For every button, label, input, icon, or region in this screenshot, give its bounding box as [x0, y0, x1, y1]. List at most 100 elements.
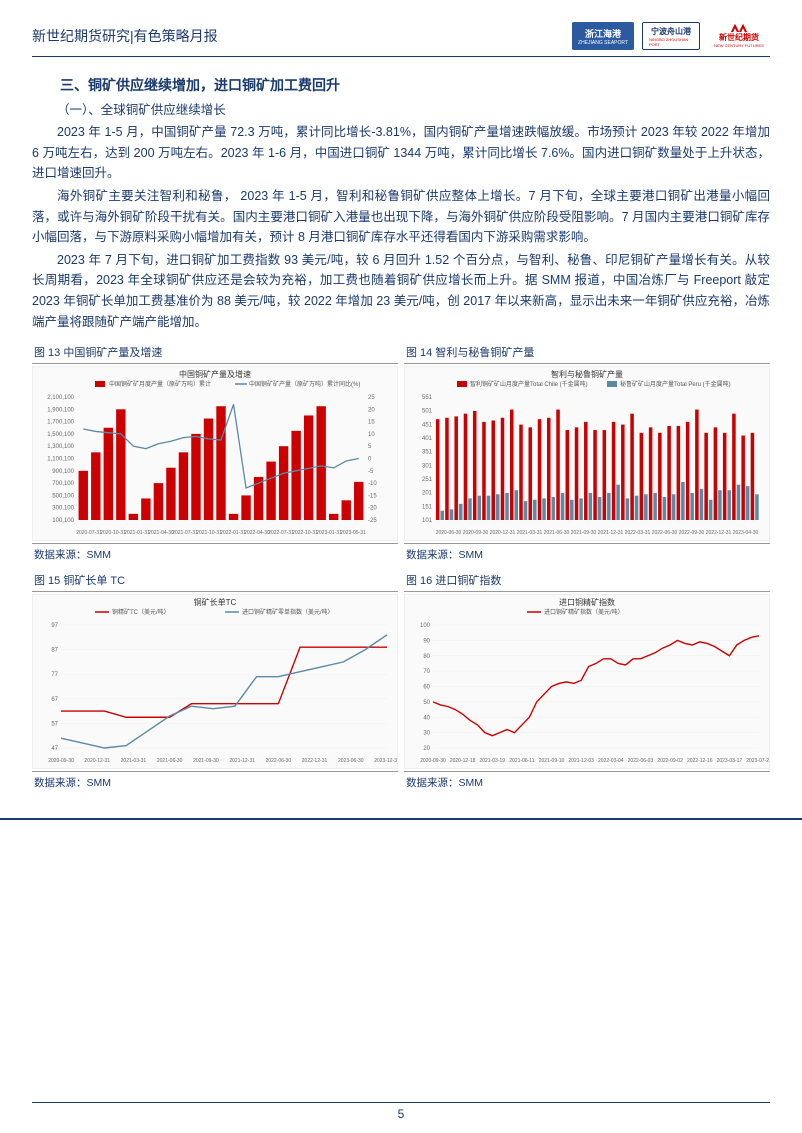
svg-text:2022-12-31: 2022-12-31: [302, 758, 328, 764]
svg-text:2021-12-31: 2021-12-31: [229, 758, 255, 764]
svg-text:47: 47: [51, 746, 58, 752]
svg-text:进口铜精矿指数: 进口铜精矿指数: [559, 597, 615, 607]
svg-text:20: 20: [368, 408, 375, 414]
svg-text:2020-10-31: 2020-10-31: [100, 530, 126, 536]
svg-text:进口铜矿精矿零单指数（美元/吨）: 进口铜矿精矿零单指数（美元/吨）: [242, 608, 334, 616]
svg-text:40: 40: [423, 716, 430, 722]
svg-text:5: 5: [368, 444, 372, 450]
svg-text:501: 501: [422, 409, 433, 415]
svg-text:2020-09-30: 2020-09-30: [463, 530, 489, 536]
svg-text:60: 60: [423, 685, 430, 691]
svg-text:2021-07-31: 2021-07-31: [172, 530, 198, 536]
paragraph-3: 2023 年 7 月下旬，进口铜矿加工费指数 93 美元/吨，较 6 月回升 1…: [32, 250, 770, 333]
svg-text:1,300,100: 1,300,100: [47, 444, 74, 450]
svg-text:2020-12-18: 2020-12-18: [450, 758, 476, 764]
paragraph-1: 2023 年 1-5 月，中国铜矿产量 72.3 万吨，累计同比增长-3.81%…: [32, 122, 770, 184]
svg-text:87: 87: [51, 648, 58, 654]
footer-line: [32, 1102, 770, 1104]
svg-text:80: 80: [423, 654, 430, 660]
svg-text:中国铜矿产量及增速: 中国铜矿产量及增速: [179, 369, 251, 379]
svg-text:-15: -15: [368, 494, 377, 500]
svg-text:2020-12-31: 2020-12-31: [84, 758, 110, 764]
svg-text:100,100: 100,100: [52, 518, 74, 524]
svg-text:2020-09-30: 2020-09-30: [48, 758, 74, 764]
svg-text:25: 25: [368, 395, 375, 401]
svg-text:30: 30: [423, 731, 430, 737]
subsection-title: （一）、全球铜矿供应继续增长: [32, 99, 770, 118]
svg-text:2020-07-31: 2020-07-31: [76, 530, 102, 536]
svg-text:-10: -10: [368, 481, 377, 487]
svg-text:100: 100: [420, 623, 431, 629]
svg-text:智利与秘鲁铜矿产量: 智利与秘鲁铜矿产量: [551, 369, 623, 379]
svg-text:2021-06-30: 2021-06-30: [157, 758, 183, 764]
svg-text:-20: -20: [368, 506, 377, 512]
svg-text:20: 20: [423, 746, 430, 752]
svg-text:2021-09-30: 2021-09-30: [193, 758, 219, 764]
svg-text:2022-03-31: 2022-03-31: [625, 530, 651, 536]
svg-text:2022-10-31: 2022-10-31: [292, 530, 318, 536]
svg-text:2021-03-19: 2021-03-19: [479, 758, 505, 764]
page-number: 5: [0, 1107, 802, 1121]
svg-text:2022-06-03: 2022-06-03: [628, 758, 654, 764]
svg-text:2023-03-17: 2023-03-17: [717, 758, 743, 764]
svg-text:铜矿长单TC: 铜矿长单TC: [194, 597, 237, 607]
svg-text:1,700,100: 1,700,100: [47, 420, 74, 426]
svg-text:1,500,100: 1,500,100: [47, 432, 74, 438]
svg-text:67: 67: [51, 697, 58, 703]
chart-13: 图 13 中国铜矿产量及增速 中国铜矿产量及增速中国铜矿矿月度产量（原矿万吨）累…: [32, 342, 398, 568]
chart-16: 图 16 进口铜矿指数 进口铜精矿指数进口铜矿精矿指数（美元/吨）2030405…: [404, 570, 770, 796]
logo-newcentury: 新世纪期货 NEW CENTURY FUTURES: [708, 22, 770, 50]
svg-text:2023-01-31: 2023-01-31: [316, 530, 342, 536]
svg-text:2022-06-30: 2022-06-30: [266, 758, 292, 764]
svg-text:-25: -25: [368, 518, 377, 524]
svg-text:551: 551: [422, 395, 433, 401]
svg-text:2022-04-30: 2022-04-30: [244, 530, 270, 536]
svg-text:2021-06-30: 2021-06-30: [544, 530, 570, 536]
svg-text:700,100: 700,100: [52, 481, 74, 487]
svg-text:2022-12-16: 2022-12-16: [687, 758, 713, 764]
svg-text:进口铜矿精矿指数（美元/吨）: 进口铜矿精矿指数（美元/吨）: [544, 608, 624, 616]
svg-text:-5: -5: [368, 469, 374, 475]
svg-text:900,100: 900,100: [52, 469, 74, 475]
svg-text:铜精矿TC（美元/吨）: 铜精矿TC（美元/吨）: [112, 608, 170, 616]
svg-text:秘鲁矿矿山月度产量Total Peru (千金属吨): 秘鲁矿矿山月度产量Total Peru (千金属吨): [620, 380, 731, 388]
svg-text:2021-03-31: 2021-03-31: [517, 530, 543, 536]
svg-text:2022-12-31: 2022-12-31: [706, 530, 732, 536]
svg-text:0: 0: [368, 457, 372, 463]
svg-text:451: 451: [422, 423, 433, 429]
svg-text:2020-09-30: 2020-09-30: [420, 758, 446, 764]
svg-text:2022-01-31: 2022-01-31: [220, 530, 246, 536]
svg-text:2021-04-30: 2021-04-30: [148, 530, 174, 536]
svg-text:2021-10-31: 2021-10-31: [196, 530, 222, 536]
header-title: 新世纪期货研究|有色策略月报: [32, 26, 218, 46]
svg-text:15: 15: [368, 420, 375, 426]
svg-text:50: 50: [423, 700, 430, 706]
logo-group: 浙江海港 ZHEJIANG SEAPORT 宁波舟山港 NINGBO ZHOUS…: [572, 22, 770, 50]
svg-text:2021-09-30: 2021-09-30: [571, 530, 597, 536]
svg-text:2022-03-04: 2022-03-04: [598, 758, 624, 764]
svg-text:2021-12-31: 2021-12-31: [598, 530, 624, 536]
svg-text:2020-12-31: 2020-12-31: [490, 530, 516, 536]
svg-text:500,100: 500,100: [52, 494, 74, 500]
svg-text:2022-09-30: 2022-09-30: [679, 530, 705, 536]
svg-text:2022-09-02: 2022-09-02: [657, 758, 683, 764]
logo-ningbo: 宁波舟山港 NINGBO ZHOUSHAN PORT: [642, 22, 700, 50]
svg-text:2023-06-30: 2023-06-30: [338, 758, 364, 764]
svg-text:2022-07-31: 2022-07-31: [268, 530, 294, 536]
svg-text:2020-06-30: 2020-06-30: [436, 530, 462, 536]
charts-grid: 图 13 中国铜矿产量及增速 中国铜矿产量及增速中国铜矿矿月度产量（原矿万吨）累…: [32, 342, 770, 796]
svg-text:智利铜矿矿山月度产量Total Chile (千金属吨): 智利铜矿矿山月度产量Total Chile (千金属吨): [470, 380, 588, 388]
svg-text:2,100,100: 2,100,100: [47, 395, 74, 401]
svg-text:1,100,100: 1,100,100: [47, 457, 74, 463]
svg-text:2021-09-10: 2021-09-10: [539, 758, 565, 764]
svg-text:301: 301: [422, 464, 433, 470]
chart-14: 图 14 智利与秘鲁铜矿产量 智利与秘鲁铜矿产量智利铜矿矿山月度产量Total …: [404, 342, 770, 568]
svg-text:中国铜矿矿产量（原矿万吨）累计同比(%): 中国铜矿矿产量（原矿万吨）累计同比(%): [249, 380, 360, 388]
svg-text:2021-12-03: 2021-12-03: [568, 758, 594, 764]
svg-text:2022-06-30: 2022-06-30: [652, 530, 678, 536]
paragraph-2: 海外铜矿主要关注智利和秘鲁， 2023 年 1-5 月，智利和秘鲁铜矿供应整体上…: [32, 186, 770, 248]
svg-text:101: 101: [422, 518, 433, 524]
svg-text:57: 57: [51, 722, 58, 728]
page-header: 新世纪期货研究|有色策略月报 浙江海港 ZHEJIANG SEAPORT 宁波舟…: [32, 22, 770, 57]
svg-text:90: 90: [423, 639, 430, 645]
